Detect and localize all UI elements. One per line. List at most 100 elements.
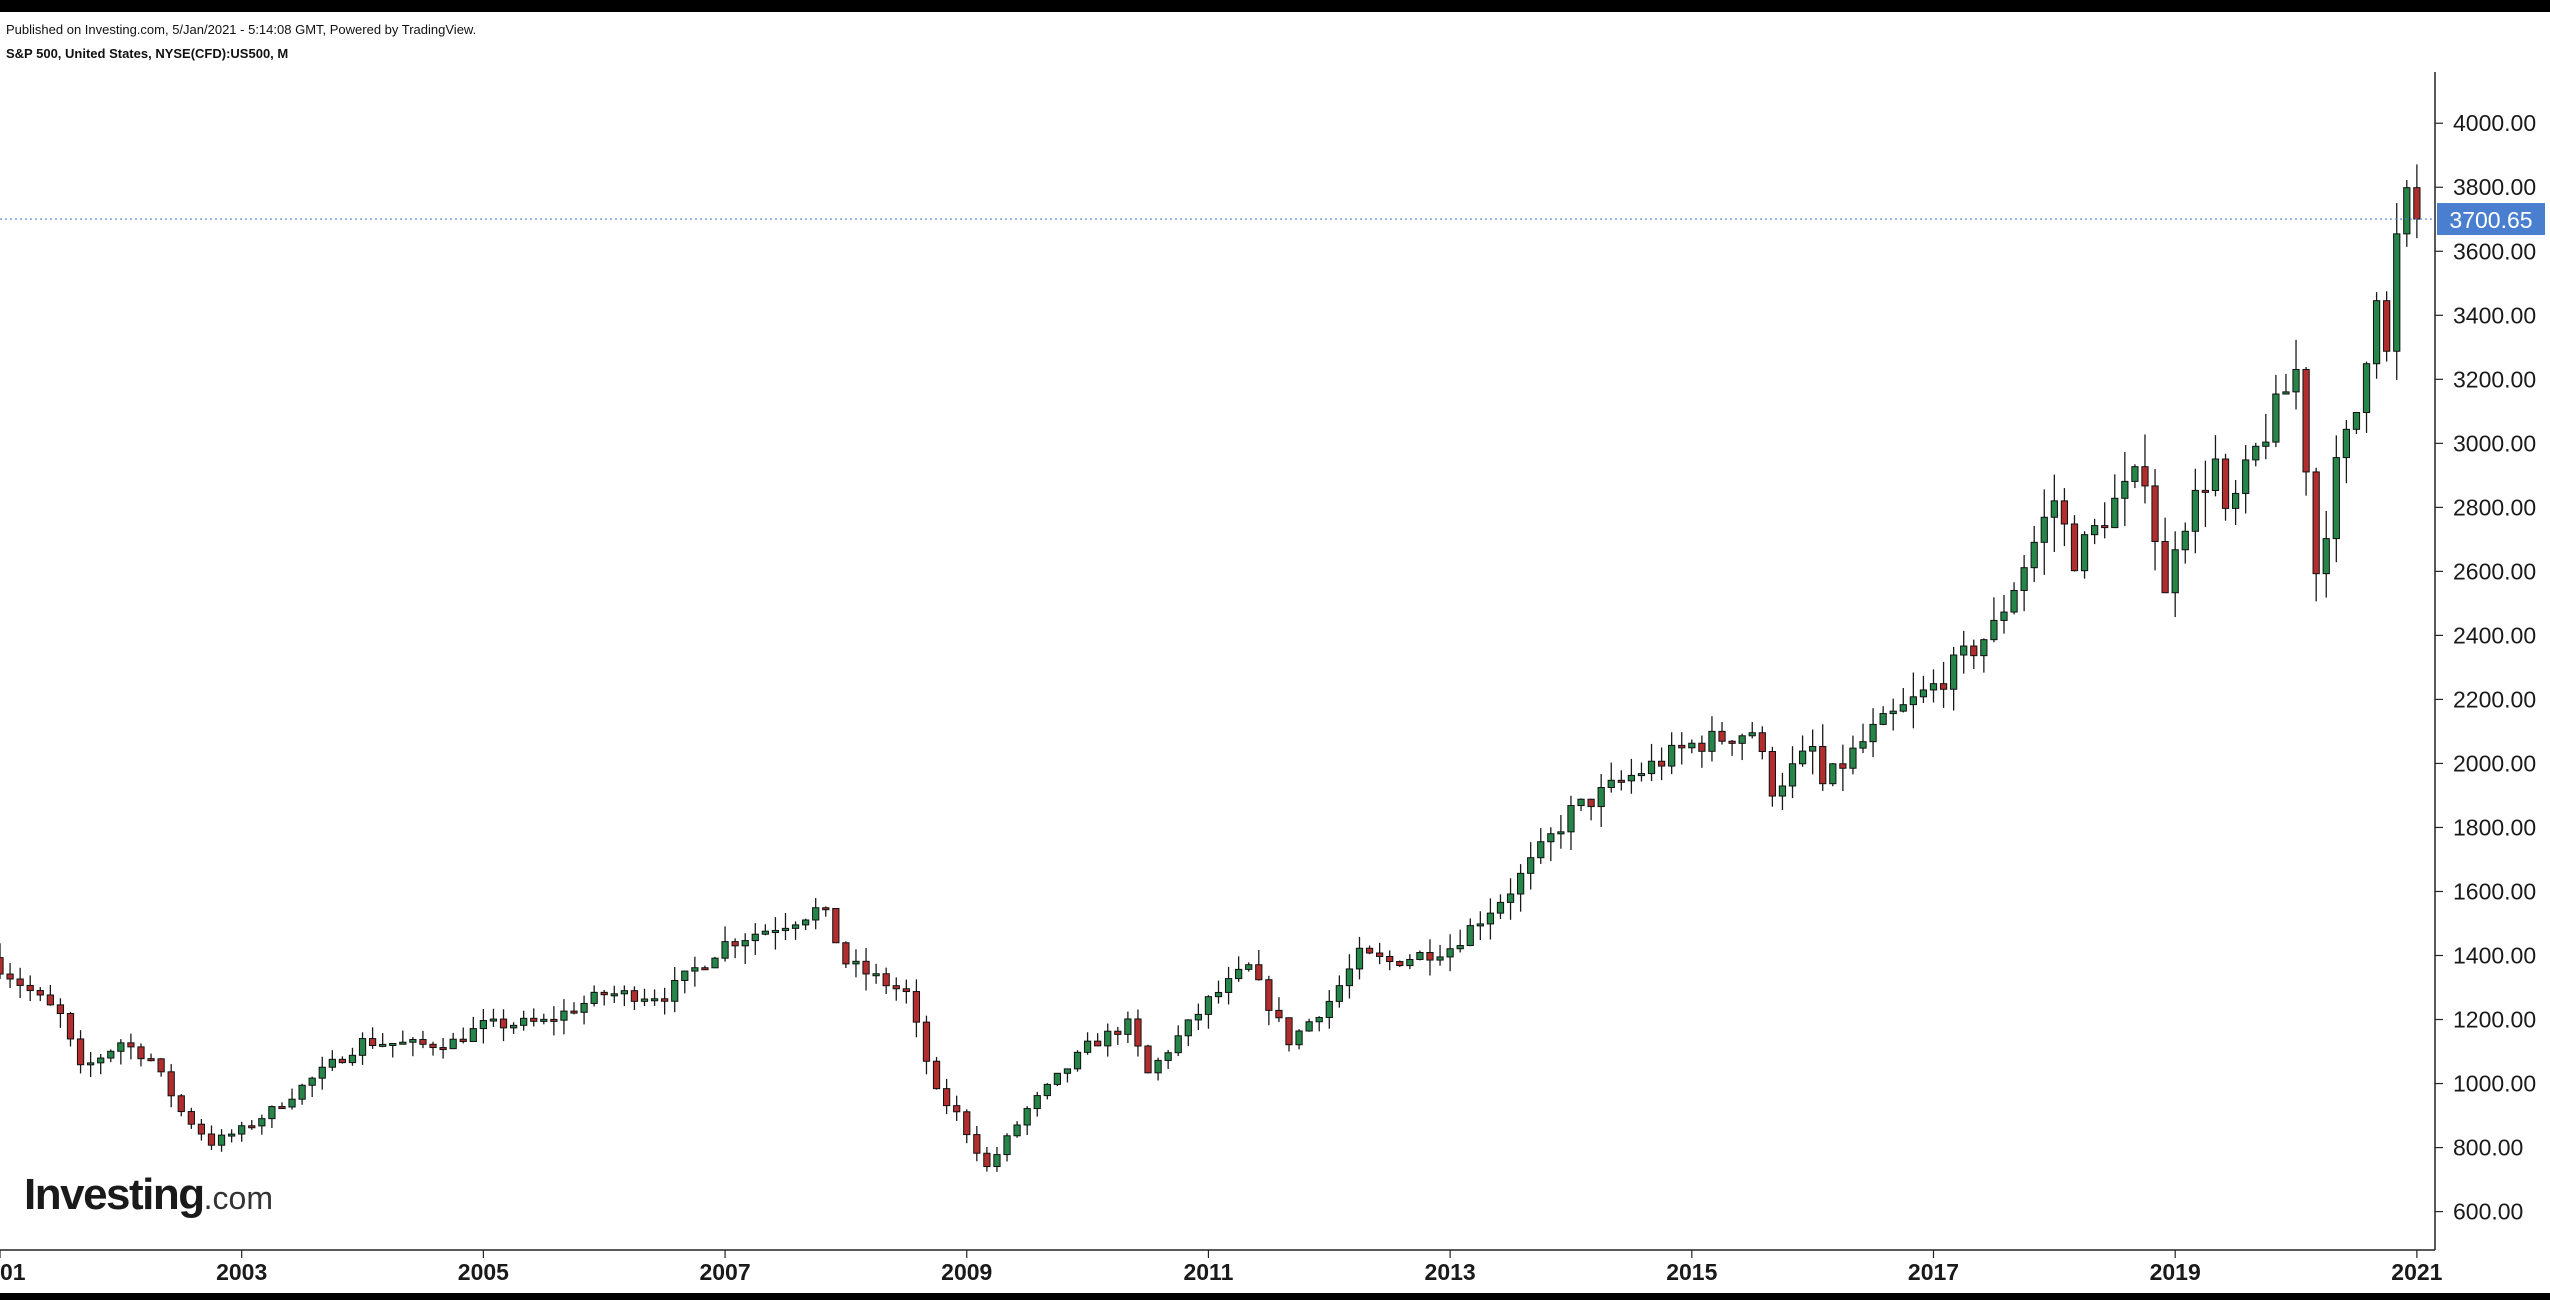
candle-74[interactable] bbox=[741, 940, 749, 947]
candle-231[interactable] bbox=[2322, 538, 2330, 575]
candle-43[interactable] bbox=[429, 1043, 437, 1049]
candle-173[interactable] bbox=[1738, 735, 1746, 744]
candle-22[interactable] bbox=[217, 1134, 226, 1146]
candle-46[interactable] bbox=[459, 1038, 467, 1042]
candle-223[interactable] bbox=[2242, 459, 2250, 494]
candle-149[interactable] bbox=[1496, 901, 1505, 914]
candle-15[interactable] bbox=[147, 1058, 155, 1062]
candle-81[interactable] bbox=[812, 907, 820, 921]
candle-162[interactable] bbox=[1627, 774, 1636, 782]
candle-238[interactable] bbox=[2393, 233, 2401, 352]
candle-233[interactable] bbox=[2342, 428, 2351, 459]
candle-187[interactable] bbox=[1879, 713, 1887, 725]
candle-4[interactable] bbox=[36, 990, 44, 996]
candle-59[interactable] bbox=[590, 991, 598, 1004]
candle-36[interactable] bbox=[358, 1038, 367, 1056]
candle-55[interactable] bbox=[550, 1018, 558, 1022]
candle-201[interactable] bbox=[2020, 567, 2028, 591]
candle-176[interactable] bbox=[1768, 751, 1776, 797]
candle-109[interactable] bbox=[1094, 1040, 1102, 1047]
candle-77[interactable] bbox=[771, 930, 780, 934]
candle-157[interactable] bbox=[1577, 798, 1585, 807]
candle-10[interactable] bbox=[97, 1057, 105, 1064]
candle-208[interactable] bbox=[2091, 525, 2099, 536]
candle-222[interactable] bbox=[2231, 492, 2240, 509]
candle-146[interactable] bbox=[1466, 925, 1474, 947]
candle-73[interactable] bbox=[731, 941, 739, 947]
candle-166[interactable] bbox=[1668, 744, 1676, 767]
candle-218[interactable] bbox=[2191, 489, 2199, 532]
candle-92[interactable] bbox=[922, 1021, 931, 1062]
candle-13[interactable] bbox=[127, 1042, 135, 1048]
candle-152[interactable] bbox=[1527, 857, 1535, 874]
candle-76[interactable] bbox=[761, 930, 769, 935]
candle-182[interactable] bbox=[1829, 763, 1837, 785]
candle-236[interactable] bbox=[2372, 300, 2381, 365]
candle-0[interactable] bbox=[0, 957, 4, 975]
candle-16[interactable] bbox=[157, 1058, 165, 1073]
candle-65[interactable] bbox=[650, 998, 659, 1002]
candle-185[interactable] bbox=[1859, 741, 1867, 749]
candle-159[interactable] bbox=[1597, 787, 1605, 808]
candle-79[interactable] bbox=[791, 924, 800, 929]
candle-172[interactable] bbox=[1728, 740, 1736, 744]
candle-122[interactable] bbox=[1224, 978, 1233, 993]
candle-136[interactable] bbox=[1365, 947, 1374, 954]
candle-155[interactable] bbox=[1557, 831, 1565, 835]
candle-17[interactable] bbox=[167, 1071, 175, 1097]
candle-72[interactable] bbox=[721, 941, 729, 959]
candle-132[interactable] bbox=[1325, 1000, 1333, 1018]
candle-87[interactable] bbox=[872, 973, 880, 977]
candle-91[interactable] bbox=[912, 991, 921, 1023]
candle-26[interactable] bbox=[258, 1118, 266, 1127]
candle-1[interactable] bbox=[6, 973, 14, 980]
candle-83[interactable] bbox=[832, 908, 840, 944]
candle-9[interactable] bbox=[87, 1062, 95, 1066]
candle-54[interactable] bbox=[540, 1018, 548, 1022]
candle-56[interactable] bbox=[560, 1010, 568, 1021]
candle-11[interactable] bbox=[107, 1050, 115, 1059]
candle-207[interactable] bbox=[2080, 534, 2089, 572]
candle-97[interactable] bbox=[973, 1134, 981, 1154]
candle-88[interactable] bbox=[882, 973, 890, 987]
candle-133[interactable] bbox=[1335, 985, 1343, 1002]
candle-169[interactable] bbox=[1698, 742, 1706, 752]
candle-137[interactable] bbox=[1376, 952, 1384, 957]
candle-230[interactable] bbox=[2312, 471, 2320, 575]
candle-158[interactable] bbox=[1587, 798, 1595, 808]
candle-180[interactable] bbox=[1809, 746, 1817, 752]
candle-171[interactable] bbox=[1718, 730, 1726, 742]
candle-112[interactable] bbox=[1124, 1018, 1132, 1035]
candle-184[interactable] bbox=[1849, 747, 1857, 769]
candle-38[interactable] bbox=[379, 1043, 387, 1047]
candle-52[interactable] bbox=[520, 1017, 528, 1026]
candle-143[interactable] bbox=[1436, 956, 1444, 961]
candle-32[interactable] bbox=[318, 1066, 326, 1079]
candle-213[interactable] bbox=[2141, 466, 2149, 487]
candle-45[interactable] bbox=[449, 1038, 457, 1050]
candle-7[interactable] bbox=[66, 1013, 75, 1040]
candle-98[interactable] bbox=[983, 1152, 991, 1168]
candle-80[interactable] bbox=[802, 919, 810, 926]
candle-161[interactable] bbox=[1617, 779, 1625, 783]
candle-28[interactable] bbox=[278, 1106, 286, 1110]
candle-164[interactable] bbox=[1647, 760, 1656, 775]
candle-42[interactable] bbox=[419, 1039, 427, 1045]
candle-200[interactable] bbox=[2010, 589, 2018, 613]
candle-131[interactable] bbox=[1315, 1016, 1323, 1023]
candle-150[interactable] bbox=[1506, 893, 1515, 903]
candle-37[interactable] bbox=[368, 1038, 377, 1047]
candle-103[interactable] bbox=[1033, 1095, 1041, 1110]
candle-51[interactable] bbox=[509, 1024, 518, 1029]
candle-96[interactable] bbox=[963, 1111, 971, 1136]
candle-156[interactable] bbox=[1567, 805, 1575, 833]
candle-115[interactable] bbox=[1154, 1059, 1162, 1074]
candle-151[interactable] bbox=[1516, 872, 1525, 895]
candle-93[interactable] bbox=[932, 1060, 941, 1090]
candle-178[interactable] bbox=[1788, 763, 1797, 787]
candle-40[interactable] bbox=[399, 1041, 407, 1045]
candle-123[interactable] bbox=[1235, 968, 1243, 980]
candle-14[interactable] bbox=[137, 1046, 145, 1060]
candle-117[interactable] bbox=[1174, 1035, 1182, 1054]
candle-211[interactable] bbox=[2121, 480, 2129, 499]
